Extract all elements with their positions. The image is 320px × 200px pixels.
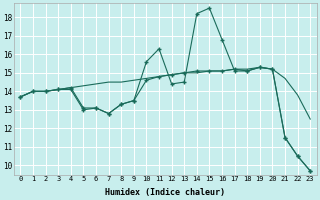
- X-axis label: Humidex (Indice chaleur): Humidex (Indice chaleur): [105, 188, 225, 197]
